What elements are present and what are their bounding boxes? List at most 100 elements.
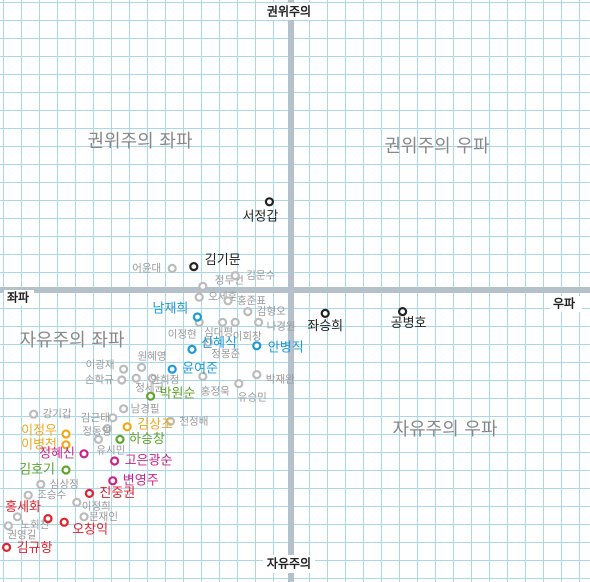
- axis-label: 자유주의: [267, 556, 311, 571]
- label-bg: [550, 296, 582, 312]
- point-label: 유승민: [238, 392, 267, 404]
- point: [254, 317, 264, 327]
- point-label: 남경필: [131, 402, 160, 415]
- point: [28, 409, 39, 419]
- point: [243, 307, 253, 317]
- quadrant-label: 권위주의 좌파: [87, 131, 193, 152]
- point-label: 원혜영: [138, 350, 167, 362]
- point-label: 나경원: [267, 319, 296, 332]
- point: [1, 542, 12, 553]
- point: [12, 512, 22, 522]
- point-label: 신혜식: [201, 336, 237, 351]
- point-label: 김기문: [205, 253, 241, 268]
- point: [61, 465, 71, 475]
- point-label: 문재인: [89, 511, 118, 523]
- point: [36, 479, 46, 489]
- point-label: 박원순: [160, 387, 196, 402]
- point-label: 정몽준: [211, 348, 240, 360]
- point: [198, 281, 208, 291]
- point: [264, 197, 274, 207]
- point-label: 정동영: [82, 426, 111, 438]
- point-label: 홍세화: [5, 500, 41, 515]
- point-label: 심상정: [50, 478, 79, 490]
- point: [122, 422, 132, 432]
- point-label: 김규항: [17, 541, 53, 556]
- point-label: 이정우: [21, 424, 57, 439]
- point: [198, 371, 208, 381]
- point: [146, 391, 156, 401]
- point-label: 안병직: [268, 340, 304, 355]
- point-label: 진중권: [99, 486, 135, 501]
- point: [72, 497, 82, 507]
- point-label: 천정배: [179, 415, 208, 427]
- point-label: 오창익: [72, 523, 108, 538]
- point-label: 서정갑: [242, 209, 278, 224]
- point-label: 이병천: [21, 437, 57, 452]
- point: [252, 370, 262, 380]
- point-label: 강기갑: [43, 408, 72, 420]
- point: [398, 307, 408, 317]
- label-bg: [263, 555, 315, 573]
- point-label: 정세균: [135, 382, 164, 394]
- axis-label: 권위주의: [267, 4, 311, 19]
- quadrant-label: 자유주의 좌파: [19, 330, 125, 351]
- point-label: 김호기: [19, 463, 55, 478]
- label-bg: [263, 3, 315, 20]
- point-label: 박재완: [266, 373, 295, 386]
- point-label: 하승창: [129, 432, 165, 447]
- point-label: 이광재: [86, 359, 115, 371]
- point-label: 남재희: [153, 302, 189, 317]
- point: [189, 262, 199, 272]
- point: [137, 362, 147, 372]
- point: [93, 434, 104, 444]
- point: [167, 364, 177, 374]
- point: [115, 434, 125, 444]
- point-label: 이정희: [82, 500, 111, 512]
- point: [167, 263, 177, 273]
- quadrant-label: 자유주의 우파: [392, 419, 498, 440]
- point: [118, 364, 129, 374]
- point-label: 좌승희: [307, 319, 343, 334]
- point: [203, 337, 213, 347]
- point: [252, 341, 262, 351]
- point: [218, 317, 228, 327]
- point: [187, 344, 197, 354]
- point: [165, 416, 175, 426]
- point: [79, 512, 89, 522]
- point: [108, 413, 118, 423]
- point-label: 손학규: [85, 374, 114, 386]
- point-label: 이회창: [233, 330, 262, 342]
- point-label: 홍준표: [237, 294, 266, 307]
- point-label: 안희정: [150, 374, 179, 386]
- point: [192, 312, 202, 322]
- point: [43, 513, 53, 524]
- point: [61, 429, 71, 439]
- point: [223, 296, 233, 306]
- point-label: 변영주: [123, 473, 159, 488]
- axis-label: 우파: [553, 296, 575, 311]
- point: [79, 449, 89, 459]
- point-label: 고은광순: [125, 454, 173, 469]
- point: [84, 488, 95, 498]
- point-label: 심대평: [204, 326, 233, 338]
- point: [108, 476, 118, 486]
- point: [147, 373, 157, 383]
- point: [23, 490, 33, 500]
- point: [117, 375, 127, 385]
- point: [3, 521, 13, 531]
- point: [234, 379, 244, 389]
- point-label: 노회찬: [20, 519, 49, 531]
- point: [230, 271, 240, 281]
- point: [131, 373, 141, 383]
- quadrant-label: 권위주의 우파: [384, 136, 490, 157]
- point-label: 정혜신: [39, 446, 75, 461]
- point-label: 김형오: [257, 306, 286, 318]
- point: [118, 404, 129, 414]
- point: [194, 292, 204, 302]
- point: [102, 424, 113, 434]
- point-label: 김상조: [137, 417, 173, 432]
- point-label: 공병호: [391, 316, 427, 331]
- point-label: 김근태: [81, 412, 110, 424]
